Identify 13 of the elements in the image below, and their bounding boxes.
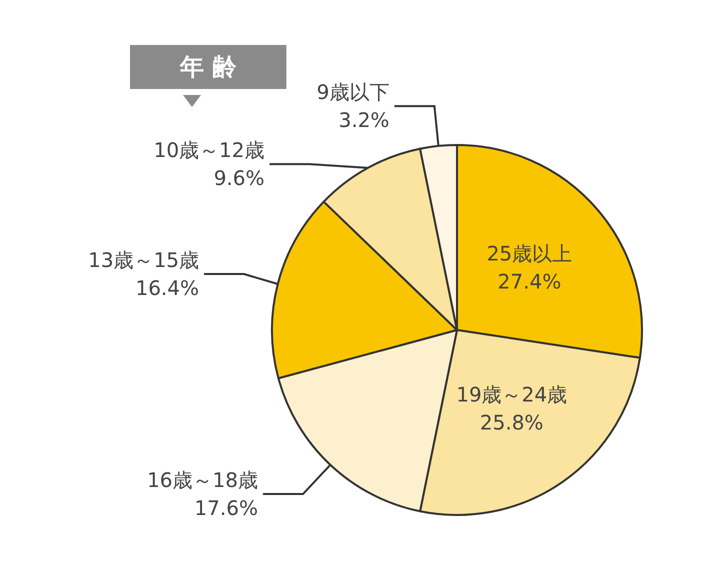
data-label: 17.6% [194,496,258,520]
data-label: 16.4% [135,276,200,300]
data-label: 3.2% [338,108,390,132]
chart-title: 年 齢 [179,53,238,81]
slice-label: 16歳～18歳 [147,468,258,492]
slice-label: 10歳～12歳 [154,138,265,162]
slice-label: 25歳以上 [486,242,572,266]
data-label: 25.8% [480,410,544,434]
slice-label: 13歳～15歳 [88,248,200,272]
data-label: 27.4% [498,270,562,294]
slice-label: 19歳～24歳 [456,382,568,406]
data-label: 9.6% [214,166,265,190]
slice-label: 9歳以下 [316,80,390,104]
